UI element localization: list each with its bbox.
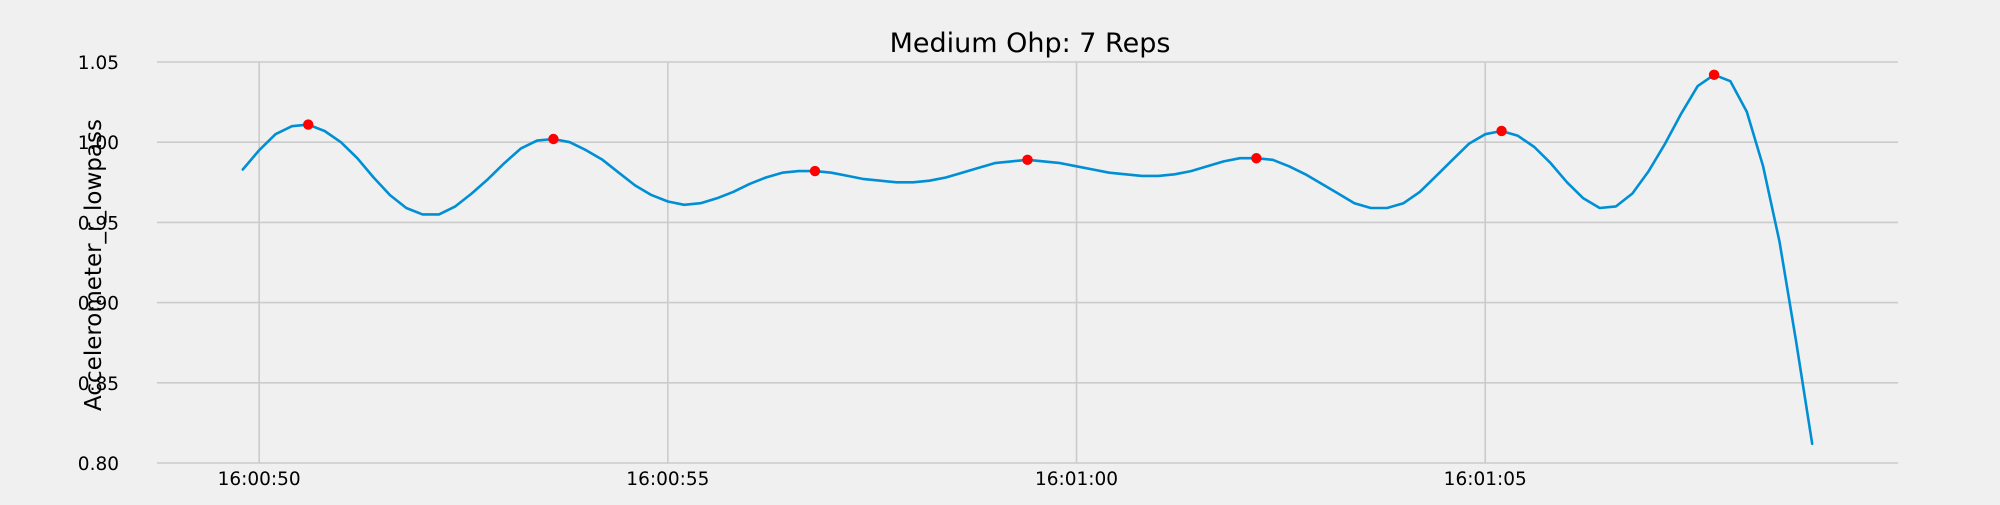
- tick-labels: 0.80 0.85 0.90 0.95 1.00 1.05 16:00:50 16:00:55…: [78, 53, 1527, 490]
- peak-marker: [303, 119, 314, 130]
- y-tick-label: 0.85: [78, 374, 119, 395]
- peak-marker: [1496, 125, 1507, 137]
- series-line: [241, 73, 1814, 446]
- y-axis-label: Accelerometer_r_lowpass: [81, 119, 107, 411]
- x-tick-label: 16:01:00: [1035, 469, 1118, 490]
- chart-title: Medium Ohp: 7 Reps: [890, 28, 1171, 59]
- y-tick-label: 0.80: [78, 454, 119, 475]
- y-tick-label: 1.05: [78, 53, 119, 74]
- grid: [157, 61, 1898, 464]
- peak-marker: [1251, 153, 1262, 164]
- peak-marker: [809, 165, 821, 177]
- x-tick-label: 16:01:05: [1444, 469, 1527, 490]
- peak-markers: [303, 69, 1720, 177]
- series-layer: [241, 73, 1814, 446]
- peak-marker: [1022, 154, 1033, 166]
- y-tick-label: 1.00: [78, 133, 119, 154]
- x-tick-label: 16:00:50: [218, 469, 301, 490]
- x-tick-label: 16:00:55: [626, 469, 709, 490]
- y-tick-label: 0.95: [78, 213, 119, 234]
- peak-marker: [548, 133, 559, 145]
- y-tick-label: 0.90: [78, 294, 119, 315]
- peak-marker: [1708, 69, 1720, 81]
